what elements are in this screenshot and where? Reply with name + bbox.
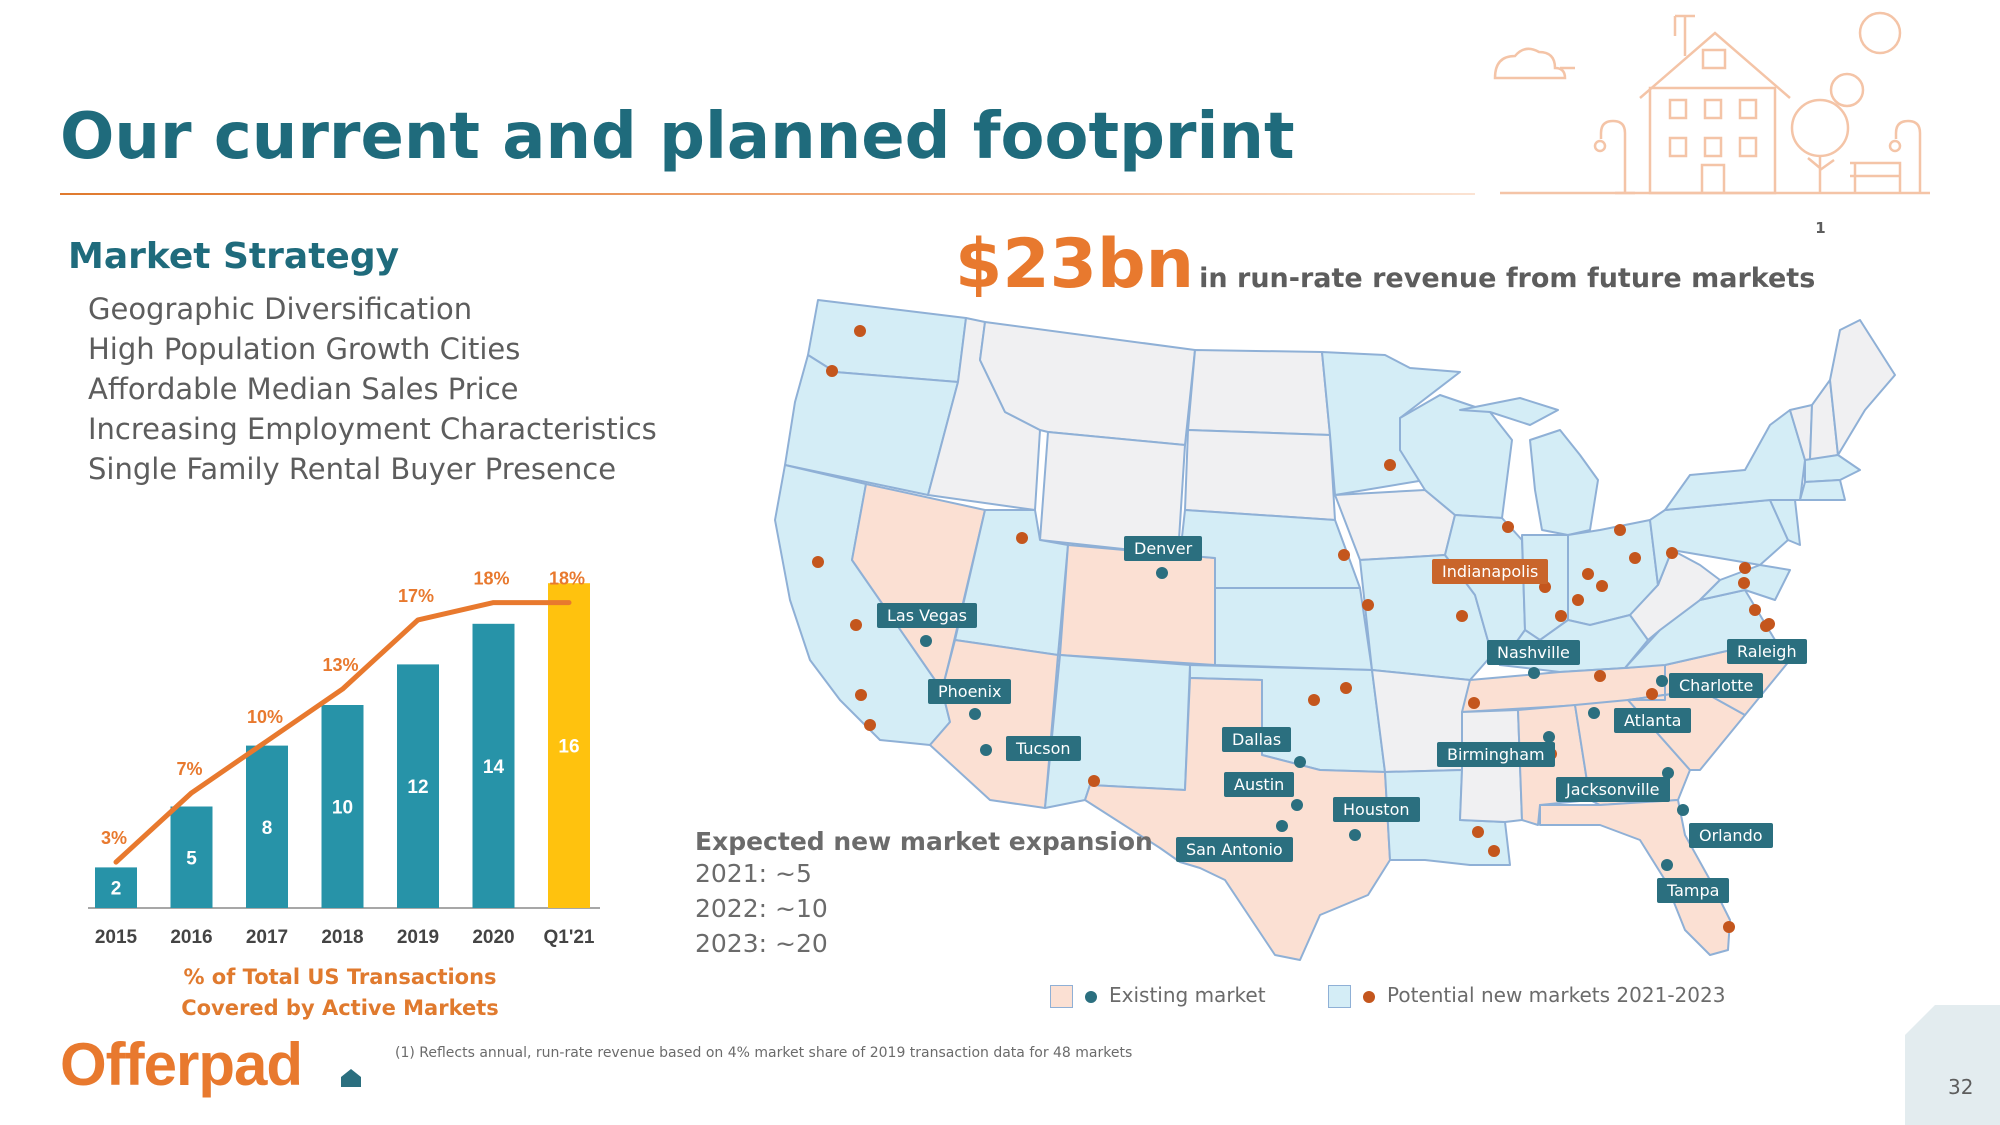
chart-bar [472, 623, 515, 908]
line-point-label: 3% [101, 828, 127, 848]
market-strategy-heading: Market Strategy [68, 236, 400, 277]
chart-bar [548, 583, 590, 908]
chart-bar [397, 664, 439, 908]
transactions-coverage-chart: 2 2015 5 2016 8 2017 10 2018 12 2019 14 2020 16 Q1'21… [88, 569, 600, 948]
state-kansas [1214, 587, 1373, 671]
bar-value-label: 12 [407, 777, 428, 798]
bar-value-label: 5 [186, 848, 197, 869]
strategy-item: Increasing Employment Characteristics [88, 412, 657, 446]
line-point-label: 17% [398, 586, 434, 606]
x-tick-label: 2016 [170, 927, 212, 948]
chart-bar [321, 705, 364, 908]
bar-value-label: 14 [483, 757, 505, 778]
offerpad-logo: Offerpad [60, 1031, 303, 1098]
potential-swatch-icon [1328, 985, 1351, 1008]
market-label-birmingham: Birmingham [1437, 742, 1555, 767]
market-label-tampa: Tampa [1657, 878, 1730, 903]
market-strategy-list: Geographic Diversification High Populati… [88, 289, 657, 489]
market-label-orlando: Orlando [1689, 823, 1773, 848]
legend-existing-label: Existing market [1109, 983, 1266, 1007]
x-tick-label: 2015 [95, 927, 138, 948]
page-corner-shape [1905, 1005, 2000, 1125]
x-tick-label: Q1'21 [544, 927, 595, 948]
line-point-label: 10% [247, 707, 283, 727]
coverage-line [113, 600, 572, 865]
line-point-label: 13% [322, 655, 358, 675]
market-label-indianapolis: Indianapolis [1432, 559, 1549, 584]
line-point-label: 18% [549, 569, 585, 589]
title-divider [60, 193, 1475, 195]
existing-dot-icon [1085, 990, 1097, 1003]
market-label-nashville: Nashville [1487, 640, 1580, 665]
chart-bar [170, 806, 213, 908]
state-new-mexico [1044, 654, 1191, 809]
market-label-tucson: Tucson [1006, 736, 1081, 761]
chart-caption: % of Total US Transactions Covered by Ac… [160, 962, 520, 1024]
existing-swatch-icon [1050, 985, 1073, 1008]
strategy-item: Geographic Diversification [88, 292, 473, 326]
expansion-line: 2023: ~20 [695, 929, 828, 958]
state-maine [1829, 319, 1896, 456]
market-label-austin: Austin [1224, 772, 1295, 797]
legend-potential: Potential new markets 2021-2023 [1328, 983, 1725, 1008]
state-south-dakota [1184, 429, 1336, 521]
chart-bar [246, 745, 288, 908]
bar-value-label: 2 [111, 879, 122, 900]
state-texas [1084, 677, 1391, 961]
expansion-line: 2022: ~10 [695, 894, 828, 923]
state-michigan-upper [1459, 397, 1559, 426]
market-label-denver: Denver [1124, 536, 1203, 561]
state-north-dakota [1187, 349, 1331, 436]
bar-value-label: 10 [332, 798, 353, 819]
state-arizona [929, 639, 1059, 809]
state-colorado [1059, 544, 1216, 666]
market-label-houston: Houston [1333, 797, 1420, 822]
market-label-raleigh: Raleigh [1727, 639, 1807, 664]
page-title: Our current and planned footprint [60, 100, 1295, 174]
state-michigan [1529, 429, 1599, 536]
state-new-york [1664, 409, 1806, 511]
revenue-amount: $23bn [955, 225, 1195, 304]
x-tick-label: 2019 [397, 927, 439, 948]
chart-bar [95, 867, 137, 908]
strategy-item: High Population Growth Cities [88, 332, 521, 366]
expansion-title: Expected new market expansion [695, 827, 1153, 856]
market-label-san-antonio: San Antonio [1176, 837, 1293, 862]
market-label-charlotte: Charlotte [1669, 673, 1764, 698]
legend-existing: Existing market [1050, 983, 1266, 1008]
x-tick-label: 2020 [472, 927, 514, 948]
potential-market-dots [812, 325, 1775, 933]
expansion-line: 2021: ~5 [695, 859, 812, 888]
bar-value-label: 16 [558, 737, 579, 758]
chart-caption-line: % of Total US Transactions [183, 965, 497, 989]
line-point-label: 7% [176, 759, 202, 779]
revenue-headline: $23bn in run-rate revenue from future ma… [955, 219, 1826, 304]
market-label-jacksonville: Jacksonville [1556, 777, 1670, 802]
footnote: (1) Reflects annual, run-rate revenue ba… [395, 1045, 1133, 1061]
revenue-description: in run-rate revenue from future markets [1199, 263, 1816, 294]
expansion-panel: Expected new market expansion 2021: ~5 2… [695, 827, 1153, 961]
market-label-las-vegas: Las Vegas [877, 603, 977, 628]
strategy-item: Affordable Median Sales Price [88, 372, 519, 406]
legend-potential-label: Potential new markets 2021-2023 [1387, 983, 1726, 1007]
x-tick-label: 2017 [246, 927, 288, 948]
existing-market-dots [920, 567, 1748, 871]
state-massachusetts [1804, 454, 1861, 483]
market-label-atlanta: Atlanta [1614, 708, 1692, 733]
page-number: 32 [1948, 1075, 1974, 1099]
potential-dot-icon [1363, 990, 1375, 1003]
footnote-marker: 1 [1815, 219, 1826, 237]
strategy-item: Single Family Rental Buyer Presence [88, 452, 617, 486]
house-illustration-icon [1493, 11, 1930, 195]
logo-roof-icon [341, 1069, 361, 1087]
x-tick-label: 2018 [321, 927, 363, 948]
line-point-label: 18% [473, 569, 509, 589]
bar-value-label: 8 [262, 818, 273, 839]
market-label-dallas: Dallas [1222, 727, 1292, 752]
market-label-phoenix: Phoenix [928, 679, 1012, 704]
chart-caption-line: Covered by Active Markets [181, 996, 499, 1020]
state-connecticut [1799, 479, 1846, 501]
